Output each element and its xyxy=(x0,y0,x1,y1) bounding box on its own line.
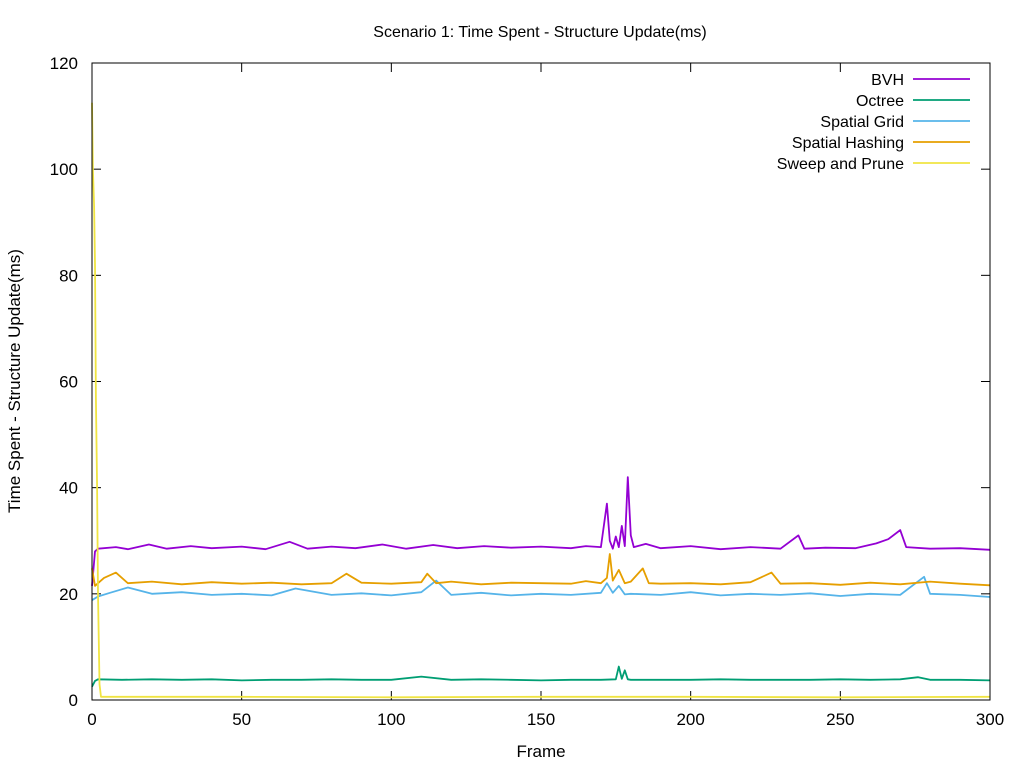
legend-label-octree: Octree xyxy=(856,93,904,110)
x-tick-label: 150 xyxy=(527,710,555,729)
series-line-octree xyxy=(91,665,991,688)
plot-frame xyxy=(91,62,991,701)
axis-ticks: 0 50 100 150 200 250 300 0 20 40 60 80 100 120 xyxy=(50,54,1005,729)
x-tick-label: 100 xyxy=(377,710,405,729)
y-tick-label: 60 xyxy=(59,373,78,392)
y-tick-label: 80 xyxy=(59,266,78,285)
y-tick-label: 20 xyxy=(59,585,78,604)
legend-label-spatial-hashing: Spatial Hashing xyxy=(792,135,904,152)
y-tick-label: 40 xyxy=(59,479,78,498)
series-line-sweep-and-prune xyxy=(91,102,991,699)
legend: BVH Octree Spatial Grid Spatial Hashing Swee… xyxy=(777,72,970,173)
y-tick-label: 120 xyxy=(50,54,78,73)
legend-label-sweep-and-prune: Sweep and Prune xyxy=(777,156,904,173)
legend-label-spatial-grid: Spatial Grid xyxy=(820,114,904,131)
x-tick-label: 200 xyxy=(676,710,704,729)
series-line-spatial-hashing xyxy=(91,553,991,587)
y-tick-label: 100 xyxy=(50,160,78,179)
series-line-spatial-grid xyxy=(91,575,991,601)
legend-label-bvh: BVH xyxy=(871,72,904,89)
x-tick-label: 0 xyxy=(87,710,96,729)
series-line-bvh xyxy=(91,476,991,586)
plot-series xyxy=(91,102,991,699)
chart-title: Scenario 1: Time Spent - Structure Updat… xyxy=(373,24,706,41)
x-tick-label: 50 xyxy=(232,710,251,729)
y-tick-label: 0 xyxy=(69,691,78,710)
x-tick-label: 300 xyxy=(976,710,1004,729)
x-tick-label: 250 xyxy=(826,710,854,729)
x-axis-label: Frame xyxy=(516,742,565,761)
y-axis-label: Time Spent - Structure Update(ms) xyxy=(5,249,24,513)
